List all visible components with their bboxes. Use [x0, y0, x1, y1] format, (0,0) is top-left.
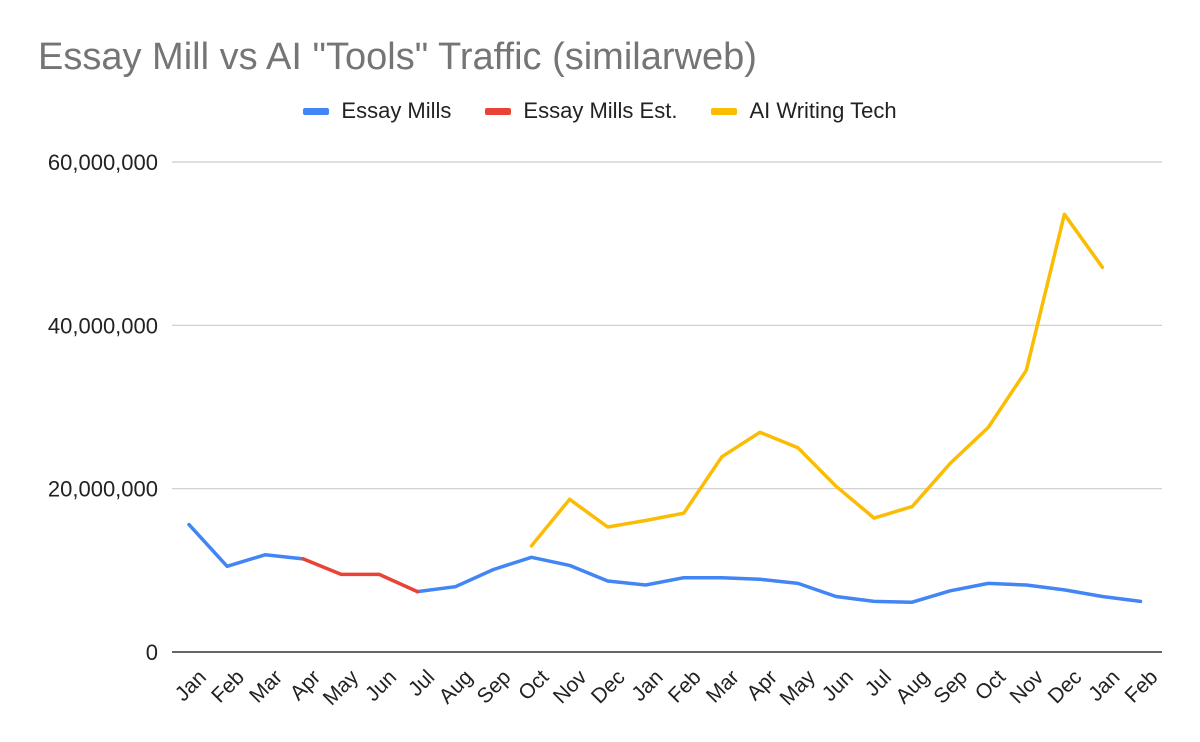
- series-line-ai-writing-tech: [529, 212, 1105, 548]
- x-tick-label: Sep: [473, 666, 516, 709]
- x-tick-label: Feb: [1121, 666, 1163, 708]
- legend-item-ai-writing-tech: AI Writing Tech: [711, 98, 897, 124]
- x-tick-label: Aug: [435, 666, 478, 709]
- legend-swatch-essay-mills-est: [485, 107, 512, 115]
- x-tick-label: Jul: [861, 666, 896, 701]
- x-tick-label: Nov: [1006, 665, 1049, 708]
- x-tick-label: May: [319, 665, 364, 710]
- y-tick-label: 60,000,000: [48, 150, 158, 175]
- legend-item-essay-mills-est: Essay Mills Est.: [485, 98, 677, 124]
- x-tick-label: Apr: [742, 666, 781, 705]
- y-tick-label: 20,000,000: [48, 477, 158, 502]
- legend-swatch-ai-writing-tech: [711, 107, 738, 115]
- x-tick-label: Oct: [971, 666, 1010, 705]
- x-tick-label: Mar: [702, 666, 744, 708]
- x-tick-label: Jun: [818, 666, 858, 706]
- y-tick-label: 0: [146, 640, 158, 665]
- legend-label-ai-writing-tech: AI Writing Tech: [749, 98, 897, 123]
- series-line-essay-mills-est: [301, 557, 420, 594]
- x-tick-label: Jul: [404, 666, 439, 701]
- series-line-essay-mills: [187, 522, 305, 569]
- x-tick-label: Jan: [627, 666, 667, 706]
- x-tick-label: May: [776, 665, 821, 710]
- legend-item-essay-mills: Essay Mills: [303, 98, 451, 124]
- x-tick-label: Nov: [549, 665, 592, 708]
- legend-label-essay-mills-est: Essay Mills Est.: [523, 98, 678, 123]
- legend-label-essay-mills: Essay Mills: [341, 98, 452, 123]
- x-tick-label: Jun: [361, 666, 401, 706]
- x-tick-label: Mar: [245, 666, 287, 708]
- legend-swatch-essay-mills: [303, 107, 330, 115]
- x-tick-label: Feb: [664, 666, 706, 708]
- chart-legend: Essay Mills Essay Mills Est. AI Writing …: [0, 98, 1200, 124]
- x-tick-label: Oct: [514, 666, 553, 705]
- x-tick-label: Sep: [929, 666, 972, 709]
- x-tick-label: Jan: [171, 666, 211, 706]
- x-tick-label: Apr: [286, 666, 325, 705]
- x-tick-label: Feb: [207, 666, 249, 708]
- chart-title: Essay Mill vs AI "Tools" Traffic (simila…: [38, 36, 757, 78]
- y-tick-label: 40,000,000: [48, 313, 158, 338]
- x-tick-label: Dec: [587, 666, 630, 709]
- x-tick-label: Dec: [1044, 666, 1087, 709]
- series-line-essay-mills: [415, 555, 1143, 604]
- x-tick-label: Aug: [891, 666, 934, 709]
- x-tick-label: Jan: [1084, 666, 1124, 706]
